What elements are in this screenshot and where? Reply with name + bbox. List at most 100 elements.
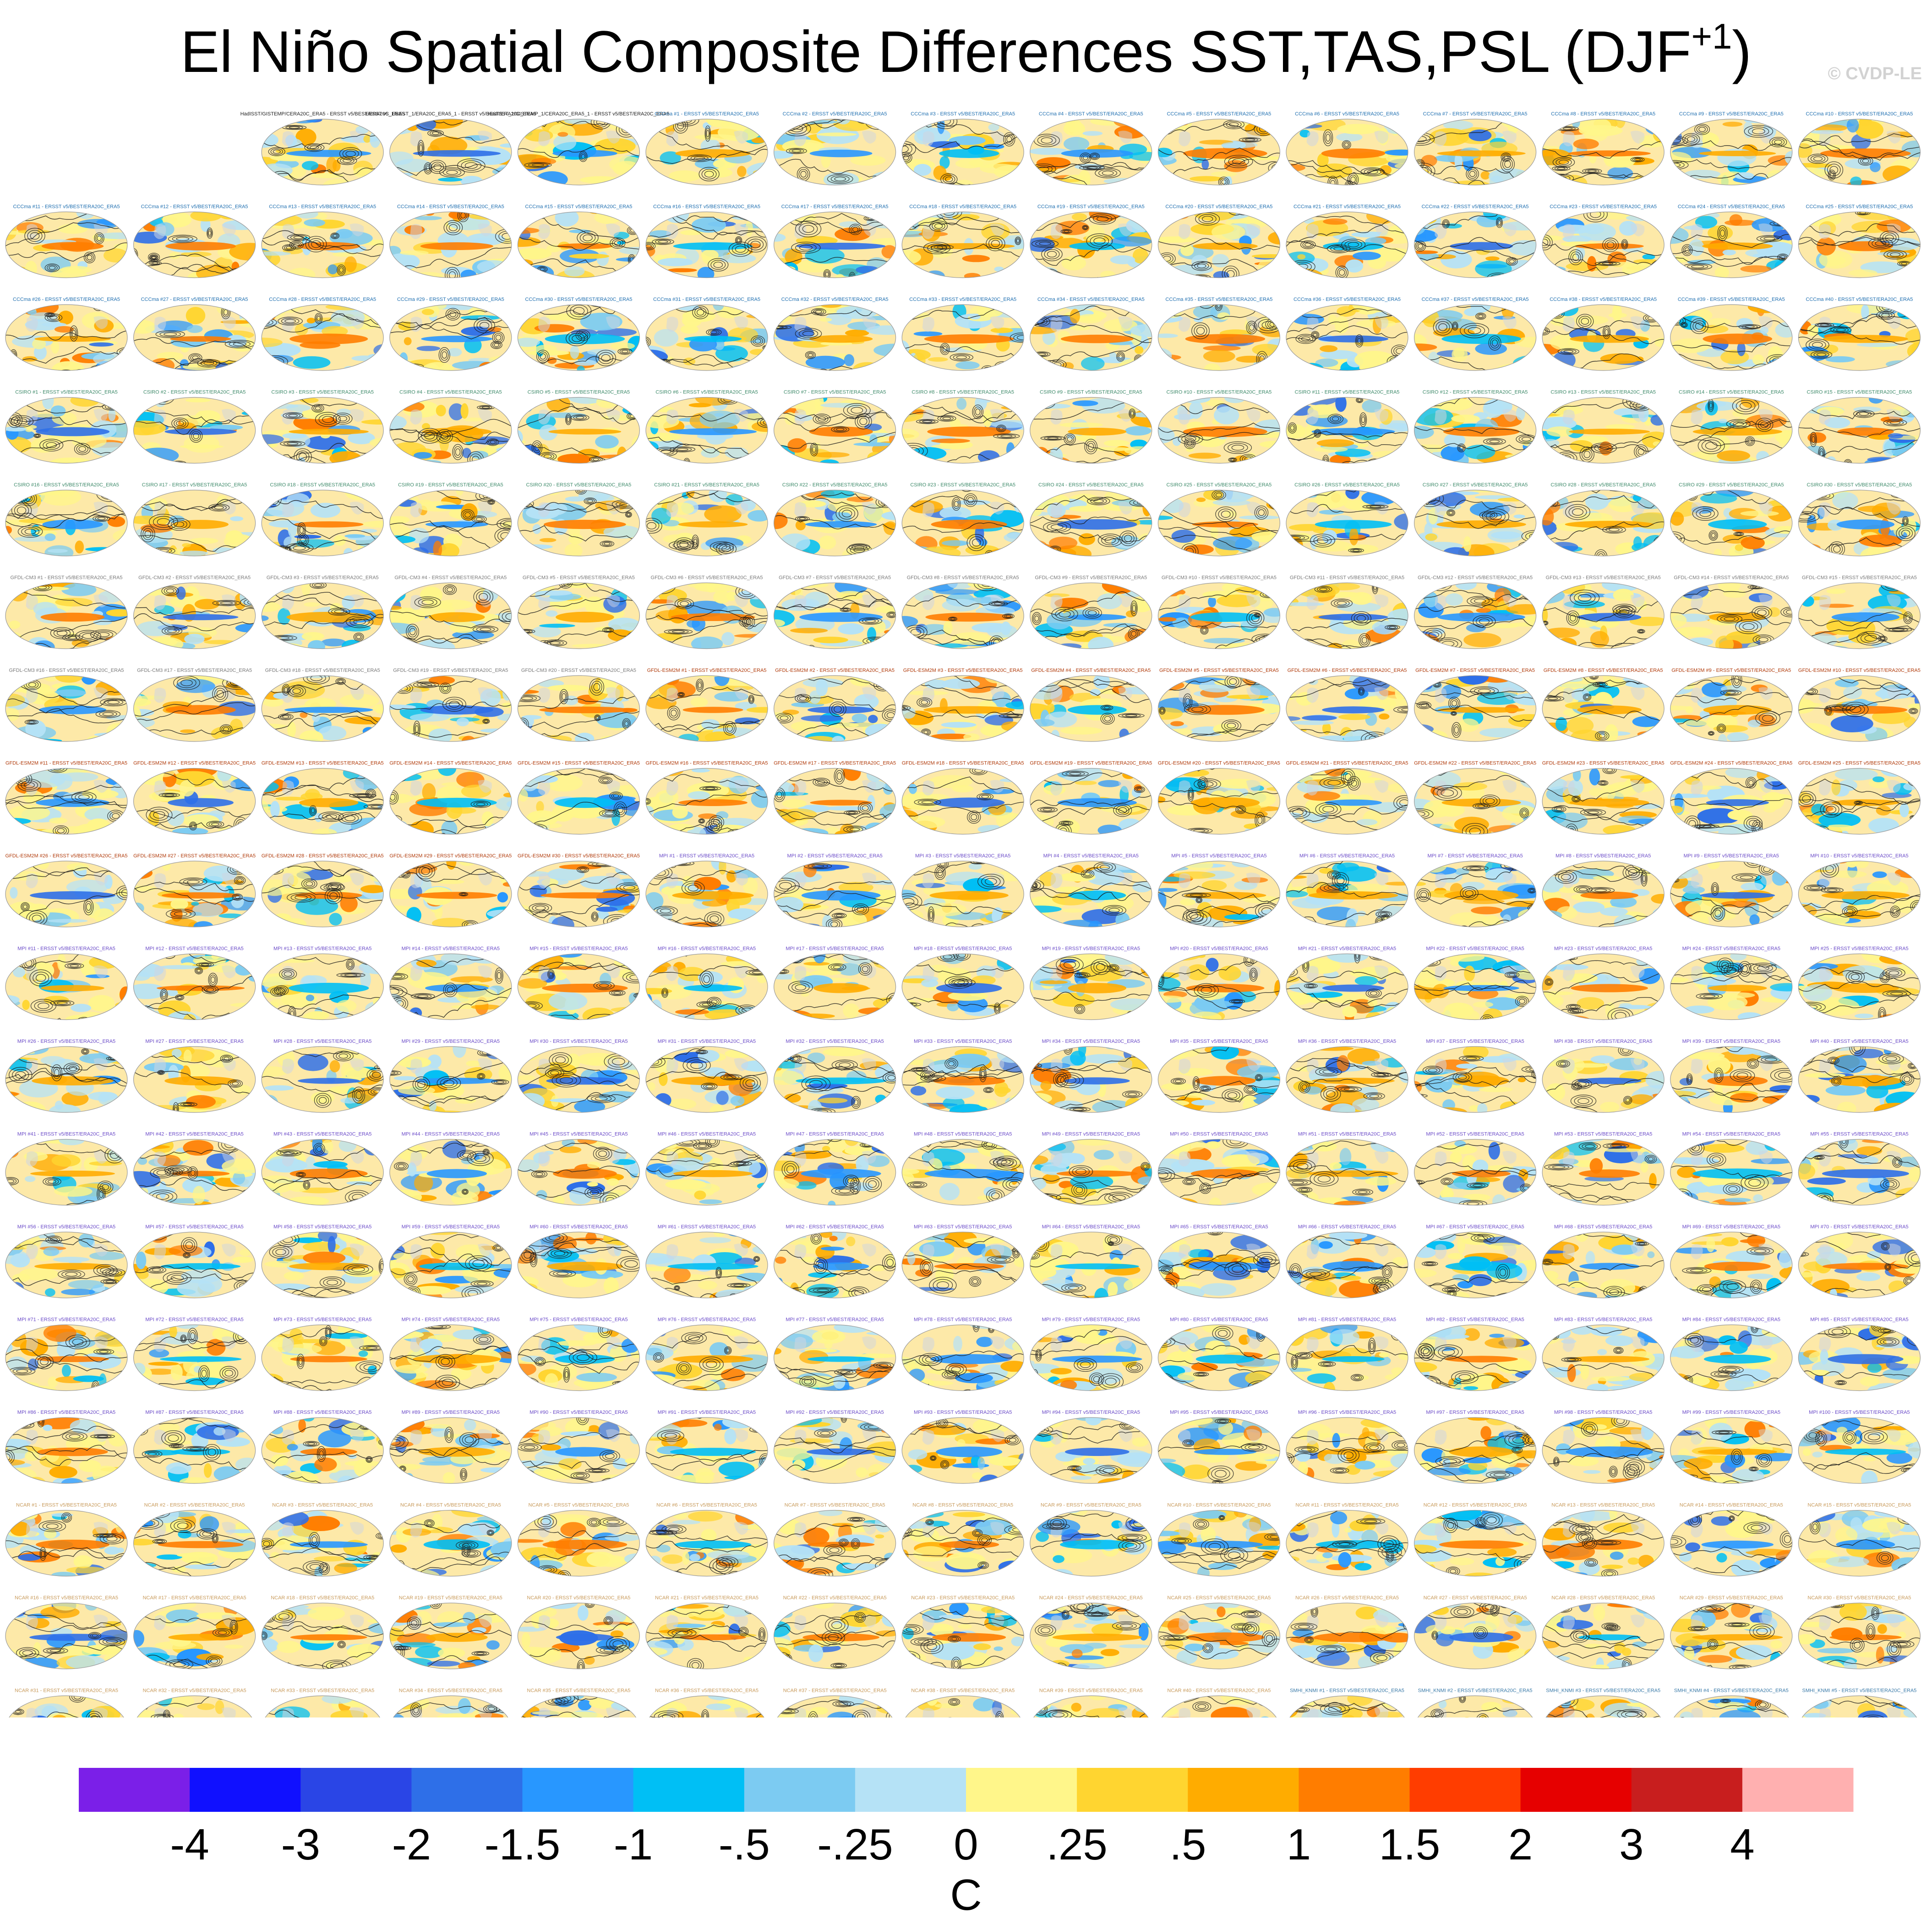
panel-map	[774, 212, 896, 278]
panel-map	[1542, 1047, 1665, 1112]
panel-label: CCCma #22 - ERSST v5/BEST/ERA20C_ERA5	[1422, 204, 1529, 210]
map-panel: CSIRO #13 - ERSST v5/BEST/ERA20C_ERA5	[1542, 390, 1665, 464]
map-panel: CCCma #12 - ERSST v5/BEST/ERA20C_ERA5	[133, 204, 256, 278]
panel-label: CSIRO #15 - ERSST v5/BEST/ERA20C_ERA5	[1807, 390, 1912, 395]
panel-map	[646, 1232, 768, 1298]
panel-map	[774, 490, 896, 556]
panel-label: MPI #43 - ERSST v5/BEST/ERA20C_ERA5	[273, 1132, 371, 1137]
panel-label: CCCma #29 - ERSST v5/BEST/ERA20C_ERA5	[397, 297, 504, 302]
panel-label: MPI #29 - ERSST v5/BEST/ERA20C_ERA5	[402, 1039, 500, 1044]
panel-label: CCCma #9 - ERSST v5/BEST/ERA20C_ERA5	[1679, 111, 1784, 117]
map-panel: MPI #4 - ERSST v5/BEST/ERA20C_ERA5	[1030, 853, 1152, 927]
panel-map	[1158, 305, 1280, 371]
panel-label: NCAR #3 - ERSST v5/BEST/ERA20C_ERA5	[272, 1503, 373, 1508]
panel-map	[646, 1510, 768, 1576]
map-panel: GFDL-ESM2M #23 - ERSST v5/BEST/ERA20C_ER…	[1542, 761, 1665, 835]
panel-label: MPI #39 - ERSST v5/BEST/ERA20C_ERA5	[1682, 1039, 1780, 1044]
panel-label: MPI #45 - ERSST v5/BEST/ERA20C_ERA5	[529, 1132, 628, 1137]
panel-map	[518, 212, 640, 278]
map-panel: GFDL-CM3 #10 - ERSST v5/BEST/ERA20C_ERA5	[1157, 575, 1280, 649]
panel-map	[389, 305, 512, 371]
panel-label: GFDL-CM3 #6 - ERSST v5/BEST/ERA20C_ERA5	[651, 575, 763, 581]
panel-label: NCAR #25 - ERSST v5/BEST/ERA20C_ERA5	[1167, 1595, 1271, 1601]
panel-map	[1542, 1510, 1665, 1576]
map-panel: MPI #26 - ERSST v5/BEST/ERA20C_ERA5	[5, 1039, 128, 1113]
panel-label: CCCma #16 - ERSST v5/BEST/ERA20C_ERA5	[653, 204, 760, 210]
map-panel: MPI #77 - ERSST v5/BEST/ERA20C_ERA5	[773, 1317, 896, 1391]
panel-label: CCCma #30 - ERSST v5/BEST/ERA20C_ERA5	[525, 297, 632, 302]
panel-label: CCCma #7 - ERSST v5/BEST/ERA20C_ERA5	[1423, 111, 1528, 117]
map-panel: NCAR #20 - ERSST v5/BEST/ERA20C_ERA5	[517, 1595, 640, 1669]
map-panel: MPI #1 - ERSST v5/BEST/ERA20C_ERA5	[645, 853, 768, 927]
panel-label: MPI #19 - ERSST v5/BEST/ERA20C_ERA5	[1042, 946, 1140, 952]
panel-label: NCAR #27 - ERSST v5/BEST/ERA20C_ERA5	[1424, 1595, 1527, 1601]
panel-map	[1286, 397, 1408, 463]
panel-label: NCAR #37 - ERSST v5/BEST/ERA20C_ERA5	[783, 1688, 887, 1694]
panel-map	[133, 583, 256, 649]
map-panel: CSIRO #19 - ERSST v5/BEST/ERA20C_ERA5	[389, 482, 512, 556]
map-panel: MPI #38 - ERSST v5/BEST/ERA20C_ERA5	[1542, 1039, 1665, 1113]
panel-map	[1542, 305, 1665, 371]
panel-map	[262, 861, 384, 927]
panel-label: NCAR #14 - ERSST v5/BEST/ERA20C_ERA5	[1680, 1503, 1783, 1508]
panel-map	[518, 676, 640, 741]
panel-map	[1798, 212, 1921, 278]
panel-label: CSIRO #30 - ERSST v5/BEST/ERA20C_ERA5	[1807, 482, 1912, 488]
panel-label: CCCma #3 - ERSST v5/BEST/ERA20C_ERA5	[911, 111, 1015, 117]
map-panel: MPI #17 - ERSST v5/BEST/ERA20C_ERA5	[773, 946, 896, 1020]
map-panel: MPI #99 - ERSST v5/BEST/ERA20C_ERA5	[1670, 1410, 1793, 1484]
panel-label: GFDL-ESM2M #27 - ERSST v5/BEST/ERA20C_ER…	[133, 853, 256, 859]
panel-map	[389, 1047, 512, 1112]
map-panel: MPI #83 - ERSST v5/BEST/ERA20C_ERA5	[1542, 1317, 1665, 1391]
map-panel: MPI #35 - ERSST v5/BEST/ERA20C_ERA5	[1157, 1039, 1280, 1113]
panel-map	[133, 490, 256, 556]
map-panel: CCCma #27 - ERSST v5/BEST/ERA20C_ERA5	[133, 297, 256, 371]
panel-map	[5, 1325, 127, 1391]
panel-label: GFDL-CM3 #13 - ERSST v5/BEST/ERA20C_ERA5	[1546, 575, 1661, 581]
panel-map	[133, 1232, 256, 1298]
panel-map	[1414, 1417, 1536, 1483]
panel-map	[1030, 397, 1152, 463]
panel-label: CCCma #2 - ERSST v5/BEST/ERA20C_ERA5	[783, 111, 887, 117]
panel-map	[1414, 1603, 1536, 1669]
panel-map	[1542, 954, 1665, 1020]
panel-map	[646, 1139, 768, 1205]
panel-label: MPI #18 - ERSST v5/BEST/ERA20C_ERA5	[914, 946, 1012, 952]
map-panel: SMHI_KNMI #5 - ERSST v5/BEST/ERA20C_ERA5	[1798, 1688, 1921, 1717]
panel-label: NCAR #8 - ERSST v5/BEST/ERA20C_ERA5	[912, 1503, 1013, 1508]
map-panel: CCCma #8 - ERSST v5/BEST/ERA20C_ERA5	[1542, 111, 1665, 185]
panel-label: MPI #33 - ERSST v5/BEST/ERA20C_ERA5	[914, 1039, 1012, 1044]
map-panel: GFDL-CM3 #16 - ERSST v5/BEST/ERA20C_ERA5	[5, 668, 128, 742]
panel-label: NCAR #33 - ERSST v5/BEST/ERA20C_ERA5	[271, 1688, 374, 1694]
panel-label: GFDL-CM3 #19 - ERSST v5/BEST/ERA20C_ERA5	[393, 668, 508, 673]
map-panel: GFDL-CM3 #13 - ERSST v5/BEST/ERA20C_ERA5	[1542, 575, 1665, 649]
panel-label: GFDL-CM3 #8 - ERSST v5/BEST/ERA20C_ERA5	[907, 575, 1019, 581]
panel-map	[5, 397, 127, 463]
panel-map	[1030, 861, 1152, 927]
map-panel: CSIRO #28 - ERSST v5/BEST/ERA20C_ERA5	[1542, 482, 1665, 556]
panel-map	[902, 861, 1024, 927]
panel-map	[774, 676, 896, 741]
map-panel: GFDL-CM3 #17 - ERSST v5/BEST/ERA20C_ERA5	[133, 668, 256, 742]
map-panel: CCCma #16 - ERSST v5/BEST/ERA20C_ERA5	[645, 204, 768, 278]
panel-map	[518, 768, 640, 834]
map-panel: CCCma #5 - ERSST v5/BEST/ERA20C_ERA5	[1157, 111, 1280, 185]
map-panel: MPI #29 - ERSST v5/BEST/ERA20C_ERA5	[389, 1039, 512, 1113]
panel-map	[1798, 119, 1921, 185]
panel-label: GFDL-ESM2M #18 - ERSST v5/BEST/ERA20C_ER…	[902, 761, 1024, 766]
map-panel: CSIRO #15 - ERSST v5/BEST/ERA20C_ERA5	[1798, 390, 1921, 464]
panel-map	[774, 305, 896, 371]
map-panel: MPI #23 - ERSST v5/BEST/ERA20C_ERA5	[1542, 946, 1665, 1020]
map-panel: CSIRO #17 - ERSST v5/BEST/ERA20C_ERA5	[133, 482, 256, 556]
map-panel: MPI #68 - ERSST v5/BEST/ERA20C_ERA5	[1542, 1224, 1665, 1298]
panel-label: MPI #94 - ERSST v5/BEST/ERA20C_ERA5	[1042, 1410, 1140, 1415]
panel-map	[262, 1047, 384, 1112]
map-panel: NCAR #22 - ERSST v5/BEST/ERA20C_ERA5	[773, 1595, 896, 1669]
map-panel: MPI #34 - ERSST v5/BEST/ERA20C_ERA5	[1030, 1039, 1152, 1113]
colorbar-tick-label: 4	[1730, 1820, 1754, 1869]
map-panel: NCAR #34 - ERSST v5/BEST/ERA20C_ERA5	[389, 1688, 512, 1717]
map-panel: MPI #93 - ERSST v5/BEST/ERA20C_ERA5	[901, 1410, 1024, 1484]
map-panel: MPI #100 - ERSST v5/BEST/ERA20C_ERA5	[1798, 1410, 1921, 1484]
map-panel: NCAR #9 - ERSST v5/BEST/ERA20C_ERA5	[1030, 1503, 1152, 1577]
panel-map	[5, 1232, 127, 1298]
